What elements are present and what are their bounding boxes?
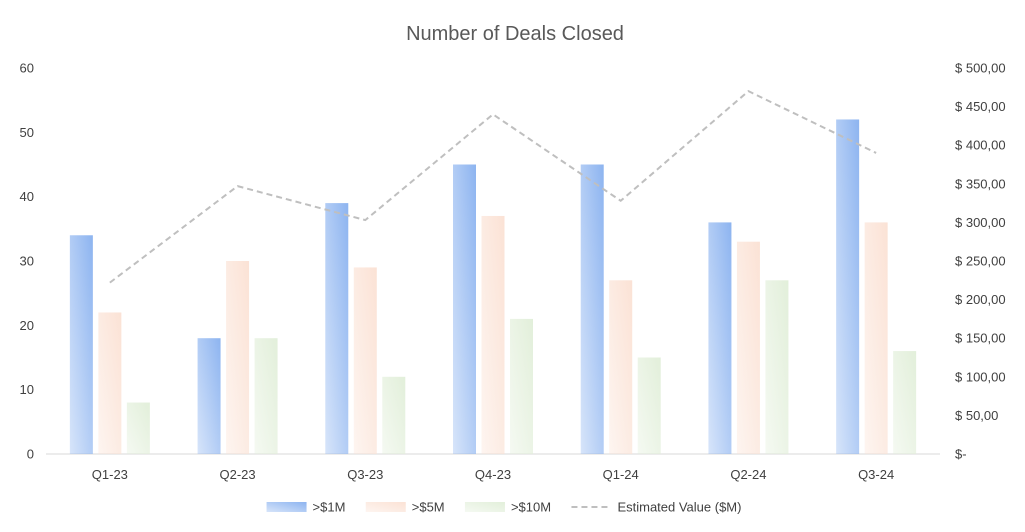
- bar-5m-q1-23: [98, 312, 122, 454]
- bar-1m-q1-24: [580, 164, 604, 454]
- bar-10m-q1-23: [126, 402, 150, 454]
- x-tick-label: Q3-24: [858, 467, 894, 482]
- y-right-tick-label: $ 350,00: [955, 176, 1006, 191]
- y-left-tick-label: 60: [20, 61, 34, 76]
- y-right-tick-label: $ 500,00: [955, 61, 1006, 76]
- line-estimated-value-m: [109, 89, 877, 284]
- legend-swatch-5m: [365, 502, 406, 512]
- line-layer: [109, 89, 877, 284]
- bar-10m-q4-23: [510, 318, 533, 454]
- x-tick-label: Q1-23: [92, 467, 128, 482]
- legend-label-1m: >$1M: [313, 500, 346, 515]
- legend-label-10m: >$10M: [511, 500, 551, 515]
- bar-5m-q2-23: [226, 261, 250, 454]
- legend-swatch-10m: [464, 502, 505, 512]
- bar-5m-q4-23: [481, 215, 505, 454]
- bar-5m-q1-24: [609, 280, 633, 454]
- y-right-tick-label: $ 200,00: [955, 292, 1006, 307]
- bar-5m-q3-24: [864, 222, 888, 454]
- bar-10m-q1-24: [637, 357, 661, 454]
- chart-title: Number of Deals Closed: [406, 23, 624, 45]
- legend-swatch-1m: [266, 502, 307, 512]
- y-left-tick-label: 20: [20, 318, 34, 333]
- legend-label-estimated-value-m: Estimated Value ($M): [617, 500, 741, 515]
- bar-5m-q2-24: [736, 241, 760, 454]
- bar-10m-q3-23: [382, 376, 406, 454]
- y-right-tick-label: $ 400,00: [955, 138, 1006, 153]
- y-right-tick-label: $ 100,00: [955, 369, 1006, 384]
- right-axis: $- $ 50,00 $ 100,00 $ 150,00 $ 200,00 $ 250,0…: [955, 61, 1006, 462]
- y-left-tick-label: 10: [20, 382, 34, 397]
- bar-5m-q3-23: [353, 267, 377, 454]
- y-right-tick-label: $ 150,00: [955, 331, 1006, 346]
- y-left-tick-label: 30: [20, 254, 34, 269]
- y-right-tick-label: $-: [955, 447, 967, 462]
- bar-1m-q3-24: [836, 119, 860, 454]
- y-right-tick-label: $ 450,00: [955, 99, 1006, 114]
- bar-10m-q2-23: [254, 338, 278, 454]
- bar-1m-q1-23: [69, 235, 93, 454]
- y-right-tick-label: $ 250,00: [955, 254, 1006, 269]
- x-tick-label: Q2-23: [220, 467, 256, 482]
- x-tick-label: Q2-24: [730, 467, 766, 482]
- bar-1m-q4-23: [453, 164, 476, 454]
- left-axis: 0 10 20 30 40 50 60: [20, 61, 34, 462]
- y-right-tick-label: $ 50,00: [955, 408, 998, 423]
- x-tick-label: Q3-23: [347, 467, 383, 482]
- bar-1m-q3-23: [325, 203, 349, 454]
- x-axis-labels: Q1-23 Q2-23 Q3-23 Q4-23 Q1-24 Q2-24 Q3-24: [92, 467, 894, 482]
- y-left-tick-label: 0: [27, 447, 34, 462]
- x-tick-label: Q4-23: [475, 467, 511, 482]
- bars-layer: [69, 119, 917, 454]
- y-right-tick-label: $ 300,00: [955, 215, 1006, 230]
- x-tick-label: Q1-24: [603, 467, 639, 482]
- y-left-tick-label: 50: [20, 125, 34, 140]
- legend: >$1M >$5M >$10M Estimated Value ($M): [266, 500, 741, 515]
- bar-1m-q2-24: [708, 222, 732, 454]
- bar-10m-q2-24: [765, 280, 789, 454]
- bar-1m-q2-23: [197, 338, 221, 454]
- legend-label-5m: >$5M: [412, 500, 445, 515]
- y-left-tick-label: 40: [20, 189, 34, 204]
- bar-10m-q3-24: [893, 351, 917, 454]
